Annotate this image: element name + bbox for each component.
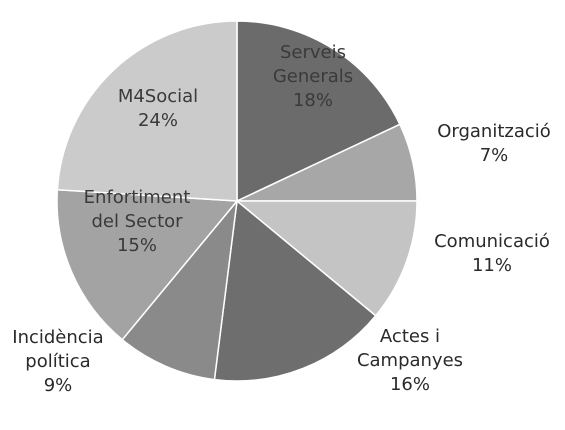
slice-name: Organització [437, 121, 551, 142]
pie-labels: Serveis Generals 18% Organització 7% Comunica… [12, 42, 551, 396]
slice-percent: 11% [472, 255, 512, 276]
slice-name: Comunicació [434, 231, 550, 252]
pie-slice-enfortiment-del-sector [56, 188, 239, 341]
slice-name: Incidència [12, 327, 103, 348]
slice-name: política [25, 351, 90, 372]
slice-label: Enfortiment del Sector 15% [84, 187, 191, 256]
slice-label: Incidència política 9% [12, 327, 103, 396]
pie-slice-m4social [56, 20, 238, 202]
slice-name: Enfortiment [84, 187, 191, 208]
slice-percent: 9% [44, 375, 73, 396]
slice-label: M4Social 24% [118, 86, 198, 131]
pie-slice-serveis-generals [236, 20, 401, 203]
slice-name: del Sector [91, 211, 183, 232]
slice-percent: 16% [390, 374, 430, 395]
slice-label: Comunicació 11% [434, 231, 550, 276]
slice-percent: 15% [117, 235, 157, 256]
slice-name: Actes i [380, 326, 440, 347]
slice-label: Organització 7% [437, 121, 551, 166]
slice-name: M4Social [118, 86, 198, 107]
pie-slice-incid-ncia-pol-tica [121, 198, 239, 381]
slice-label: Actes i Campanyes 16% [357, 326, 463, 395]
pie-slice-actes-i-campanyes [213, 199, 377, 382]
slice-percent: 24% [138, 110, 178, 131]
slice-label: Serveis Generals 18% [273, 42, 353, 111]
slice-percent: 18% [293, 90, 333, 111]
slice-name: Generals [273, 66, 353, 87]
slice-name: Serveis [280, 42, 346, 63]
slice-name: Campanyes [357, 350, 463, 371]
slice-percent: 7% [480, 145, 509, 166]
pie-slice-comunicaci- [234, 200, 418, 317]
pie-slices [56, 20, 418, 382]
